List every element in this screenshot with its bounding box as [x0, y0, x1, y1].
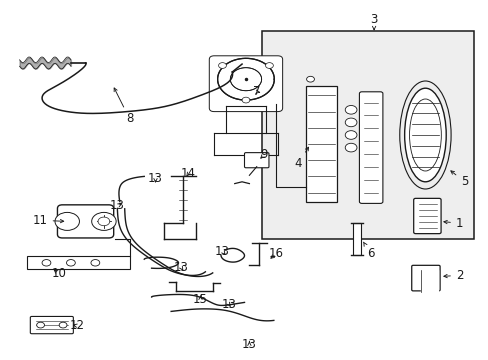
Text: 4: 4: [294, 147, 308, 170]
FancyBboxPatch shape: [209, 56, 282, 112]
FancyBboxPatch shape: [30, 316, 73, 334]
Circle shape: [345, 131, 356, 139]
Circle shape: [218, 63, 226, 68]
Text: 13: 13: [148, 172, 163, 185]
Text: 9: 9: [260, 148, 267, 161]
Ellipse shape: [409, 99, 440, 171]
FancyBboxPatch shape: [413, 198, 440, 234]
Bar: [261, 31, 473, 239]
Text: 15: 15: [193, 293, 207, 306]
Text: 3: 3: [369, 13, 377, 30]
Text: 8: 8: [114, 88, 133, 125]
FancyBboxPatch shape: [244, 153, 268, 168]
Circle shape: [306, 76, 314, 82]
Circle shape: [265, 63, 273, 68]
Text: 14: 14: [181, 167, 195, 180]
Circle shape: [242, 97, 249, 103]
Text: 7: 7: [252, 85, 260, 98]
Text: 5: 5: [450, 171, 468, 188]
Text: 1: 1: [443, 217, 463, 230]
Text: 10: 10: [51, 267, 66, 280]
Text: 13: 13: [242, 338, 256, 351]
Text: 6: 6: [363, 242, 374, 260]
Text: 12: 12: [70, 319, 84, 332]
Ellipse shape: [404, 88, 446, 182]
Circle shape: [345, 118, 356, 127]
Circle shape: [55, 212, 79, 230]
Text: 13: 13: [221, 298, 236, 311]
Circle shape: [91, 212, 116, 230]
Text: 16: 16: [268, 247, 283, 260]
Text: 2: 2: [443, 269, 463, 282]
Bar: [352, 223, 360, 255]
Text: 11: 11: [33, 214, 63, 227]
Text: 13: 13: [173, 261, 188, 274]
FancyBboxPatch shape: [58, 205, 113, 238]
Circle shape: [59, 322, 67, 328]
Text: 13: 13: [215, 245, 229, 258]
Bar: [305, 86, 337, 202]
Circle shape: [42, 260, 51, 266]
FancyBboxPatch shape: [359, 92, 382, 203]
Bar: [27, 256, 129, 269]
Circle shape: [91, 260, 100, 266]
Circle shape: [66, 260, 75, 266]
Circle shape: [37, 322, 44, 328]
FancyBboxPatch shape: [411, 265, 439, 291]
Text: 13: 13: [110, 199, 124, 212]
Circle shape: [345, 105, 356, 114]
Circle shape: [98, 217, 109, 226]
Circle shape: [345, 143, 356, 152]
